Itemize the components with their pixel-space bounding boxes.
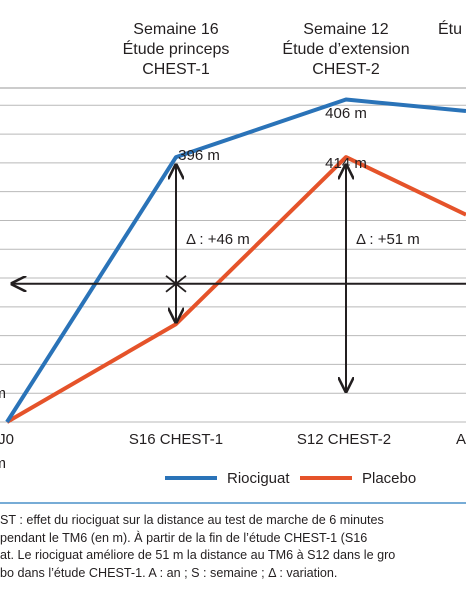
caption-line: at. Le riociguat améliore de 51 m la dis…: [0, 548, 396, 562]
gridlines: [0, 104, 466, 423]
point-label: 406 m: [325, 105, 367, 122]
series-line-riociguat: [5, 97, 466, 424]
left-fragment: m: [0, 455, 6, 472]
header-line: Étude princeps: [123, 39, 230, 58]
header-line: CHEST-2: [312, 61, 380, 78]
x-tick-label: J0: [0, 431, 14, 448]
series-line-placebo: [5, 155, 466, 424]
series-lines: [5, 97, 466, 424]
x-tick-label: A: [456, 431, 466, 448]
caption-line: ST : effet du riociguat sur la distance …: [0, 513, 384, 527]
header-line: Semaine 16: [133, 21, 218, 38]
caption-line: bo dans l’étude CHEST-1. A : an ; S : se…: [0, 565, 338, 580]
point-label: 414 m: [325, 155, 367, 172]
figure-caption: ST : effet du riociguat sur la distance …: [0, 512, 466, 582]
header-line: CHEST-1: [142, 61, 210, 78]
x-tick-label: S16 CHEST-1: [129, 431, 223, 448]
delta-label: Δ : +46 m: [186, 231, 250, 248]
left-fragment: m: [0, 385, 6, 402]
x-tick-labels: J0 S16 CHEST-1 S12 CHEST-2 A: [0, 431, 466, 448]
annotations: Δ : +46 m Δ : +51 m 396 m 406 m 414 m m m: [0, 105, 466, 472]
delta-label: Δ : +51 m: [356, 231, 420, 248]
x-tick-label: S12 CHEST-2: [297, 431, 391, 448]
caption-line: pendant le TM6 (en m). À partir de la fi…: [0, 530, 368, 545]
header-line: Étude d’extension: [282, 39, 409, 58]
legend: Riociguat Placebo: [165, 470, 416, 487]
point-label: 396 m: [178, 147, 220, 164]
legend-label: Riociguat: [227, 470, 290, 487]
header-line: Étu: [438, 19, 462, 38]
legend-label: Placebo: [362, 470, 416, 487]
header-line: Semaine 12: [303, 21, 388, 38]
